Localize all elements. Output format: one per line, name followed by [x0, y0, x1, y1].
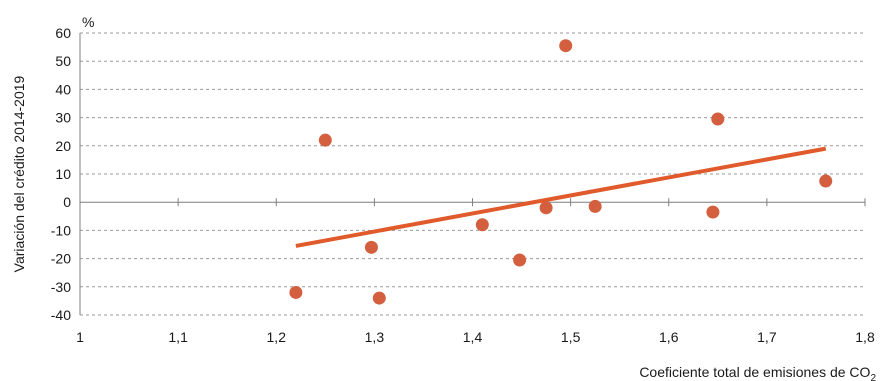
x-tick-labels: 1 1,1 1,2 1,3 1,4 1,5 1,6 1,7 1,8 — [76, 329, 875, 345]
x-tick-label: 1,8 — [855, 329, 875, 345]
y-tick-label: 0 — [63, 194, 71, 210]
y-tick-label: 10 — [55, 166, 71, 182]
data-point — [559, 39, 573, 53]
data-point — [539, 201, 553, 215]
x-tick-label: 1,4 — [463, 329, 483, 345]
data-point — [706, 205, 720, 219]
y-tick-label: 50 — [55, 53, 71, 69]
y-unit-label: % — [82, 14, 94, 30]
trendline-group — [295, 146, 827, 248]
x-axis-title-main: Coeficiente total de emisiones de CO — [639, 364, 870, 380]
grid-lines — [80, 32, 865, 316]
data-point — [588, 199, 602, 213]
y-tick-label: 60 — [55, 25, 71, 41]
data-point — [513, 253, 527, 267]
y-tick-label: -30 — [51, 279, 71, 295]
x-tick-label: 1,2 — [267, 329, 287, 345]
y-tick-label: -40 — [51, 307, 71, 323]
axes — [79, 33, 866, 315]
y-tick-label: 20 — [55, 138, 71, 154]
data-point — [318, 133, 332, 147]
data-points — [289, 39, 833, 305]
data-point — [364, 240, 378, 254]
data-point — [475, 218, 489, 232]
y-axis-title: Variación del crédito 2014-2019 — [11, 75, 27, 272]
y-tick-label: -10 — [51, 222, 71, 238]
data-point — [819, 174, 833, 188]
data-point — [372, 291, 386, 305]
x-tick-label: 1 — [76, 329, 84, 345]
x-axis-title: Coeficiente total de emisiones de CO2 — [639, 364, 876, 381]
x-tick-label: 1,1 — [168, 329, 188, 345]
data-point — [711, 112, 725, 126]
y-tick-label: 30 — [55, 110, 71, 126]
y-tick-label: -20 — [51, 251, 71, 267]
y-tick-labels: 60 50 40 30 20 10 0 -10 -20 -30 -40 — [51, 25, 71, 323]
y-tick-label: 40 — [55, 81, 71, 97]
trendline — [295, 146, 827, 248]
x-tick-label: 1,6 — [659, 329, 679, 345]
data-point — [289, 285, 303, 299]
x-tick-label: 1,5 — [561, 329, 581, 345]
x-tick-label: 1,7 — [757, 329, 777, 345]
x-tick-label: 1,3 — [365, 329, 385, 345]
x-axis-title-subscript: 2 — [870, 373, 876, 381]
